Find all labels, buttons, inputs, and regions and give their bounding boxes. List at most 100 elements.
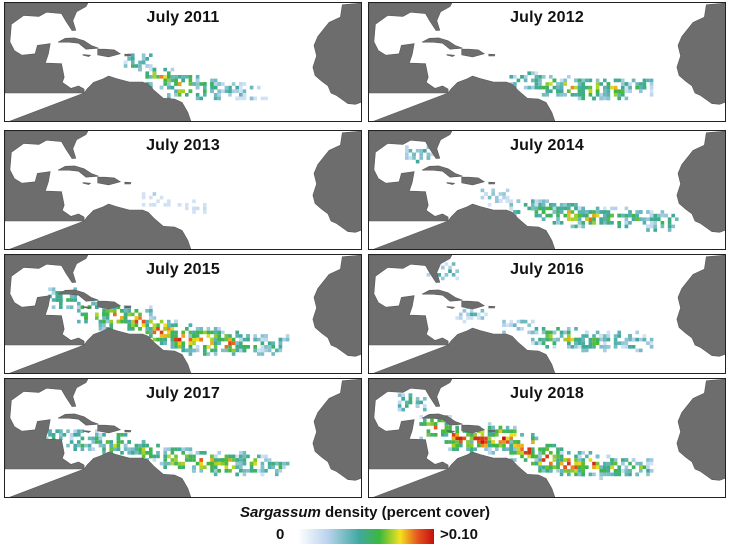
- density-cell: [581, 345, 585, 349]
- density-cell: [577, 341, 582, 345]
- density-cell: [505, 323, 510, 327]
- density-cell: [603, 89, 607, 93]
- density-cell: [469, 443, 474, 448]
- density-cell: [552, 330, 557, 335]
- density-cell: [152, 337, 157, 342]
- density-cell: [163, 341, 167, 345]
- density-cell: [221, 89, 225, 93]
- density-cell: [534, 330, 539, 335]
- density-cell: [131, 64, 135, 68]
- density-cell: [159, 341, 164, 345]
- density-cell: [541, 199, 546, 203]
- density-cell: [523, 319, 528, 324]
- map-canvas: [5, 255, 361, 373]
- density-cell: [491, 443, 495, 448]
- density-cell: [577, 224, 582, 229]
- density-cell: [145, 327, 149, 331]
- density-cell: [603, 78, 607, 83]
- density-cell: [588, 78, 593, 83]
- density-cell: [149, 451, 153, 455]
- density-cell: [513, 447, 517, 451]
- density-cell: [491, 188, 495, 193]
- density-cell: [149, 195, 153, 200]
- density-cell: [149, 330, 153, 335]
- density-cell: [444, 273, 449, 277]
- density-cell: [581, 89, 585, 93]
- land-mass: [97, 48, 122, 58]
- density-cell: [549, 465, 553, 469]
- density-cell: [469, 312, 474, 317]
- density-cell: [574, 458, 578, 462]
- density-cell: [574, 217, 578, 221]
- density-cell: [73, 447, 77, 451]
- density-cell: [105, 312, 110, 317]
- density-cell: [203, 82, 207, 86]
- map-panel: July 2011: [4, 2, 362, 122]
- density-cell: [577, 454, 582, 459]
- density-cell: [516, 210, 521, 214]
- density-cell: [73, 433, 77, 437]
- density-cell: [159, 319, 164, 324]
- density-cell: [149, 53, 153, 57]
- density-cell: [520, 447, 524, 451]
- density-cell: [203, 330, 207, 335]
- density-cell: [545, 334, 549, 338]
- density-cell: [577, 221, 582, 225]
- density-cell: [149, 309, 153, 313]
- sargassum-density-cells: [141, 192, 207, 214]
- density-cell: [603, 96, 607, 101]
- density-cell: [116, 436, 121, 441]
- density-cell: [642, 334, 647, 338]
- density-cell: [635, 217, 639, 221]
- density-cell: [628, 82, 632, 86]
- density-cell: [538, 85, 542, 90]
- density-cell: [181, 465, 185, 469]
- density-cell: [473, 436, 477, 441]
- density-cell: [610, 465, 614, 469]
- density-cell: [631, 337, 636, 342]
- density-cell: [242, 89, 247, 93]
- density-cell: [239, 89, 243, 93]
- density-cell: [152, 454, 157, 459]
- density-cell: [235, 89, 239, 93]
- density-cell: [613, 469, 618, 473]
- density-cell: [455, 447, 459, 451]
- density-cell: [635, 461, 639, 466]
- density-cell: [538, 203, 542, 207]
- density-cell: [217, 89, 221, 93]
- density-cell: [585, 217, 589, 221]
- density-cell: [581, 461, 585, 466]
- density-cell: [278, 465, 283, 469]
- density-cell: [163, 78, 167, 83]
- density-cell: [495, 443, 499, 448]
- density-cell: [646, 461, 650, 466]
- density-cell: [448, 415, 452, 419]
- density-cell: [152, 67, 157, 72]
- density-cell: [613, 458, 618, 462]
- density-cell: [267, 348, 272, 353]
- density-cell: [59, 301, 63, 306]
- density-cell: [423, 404, 427, 408]
- density-cell: [581, 96, 585, 101]
- density-cell: [231, 454, 236, 459]
- density-cell: [613, 93, 618, 97]
- density-cell: [646, 217, 650, 221]
- density-cell: [495, 199, 499, 203]
- density-cell: [285, 334, 290, 338]
- density-cell: [159, 85, 164, 90]
- density-cell: [141, 454, 146, 459]
- density-cell: [278, 469, 283, 473]
- density-cell: [102, 316, 106, 320]
- density-cell: [242, 469, 247, 473]
- density-cell: [567, 341, 571, 345]
- density-cell: [224, 85, 229, 90]
- density-cell: [480, 316, 485, 320]
- density-cell: [397, 393, 402, 397]
- density-cell: [192, 82, 196, 86]
- density-cell: [260, 348, 265, 353]
- density-cell: [592, 472, 596, 477]
- sargassum-density-cells: [123, 53, 268, 101]
- density-cell: [498, 443, 503, 448]
- density-cell: [588, 345, 593, 349]
- density-cell: [181, 451, 185, 455]
